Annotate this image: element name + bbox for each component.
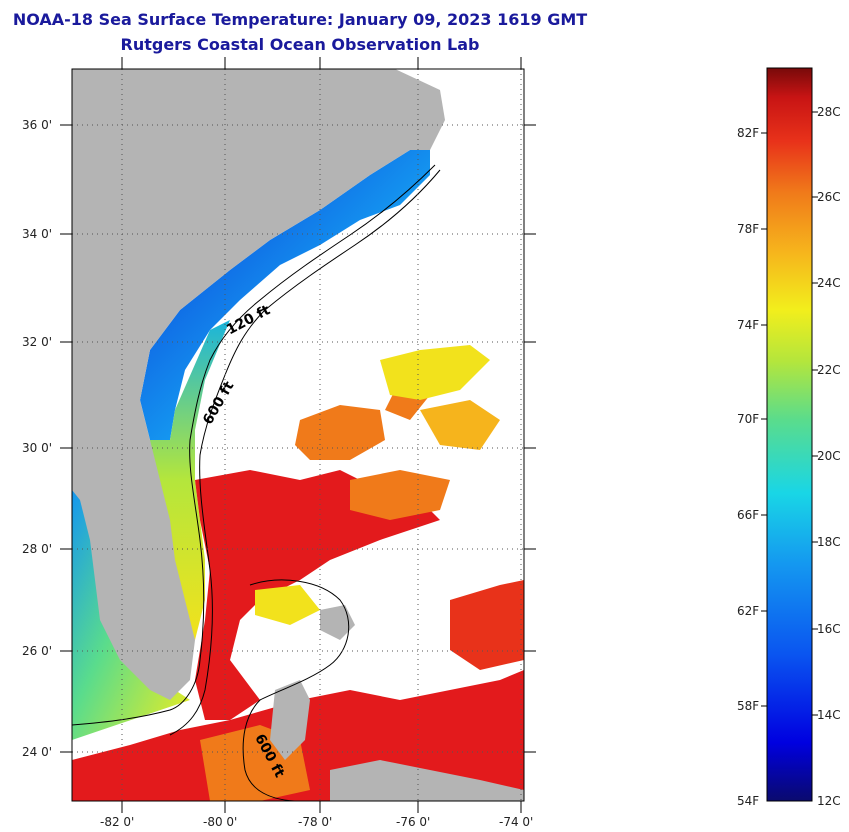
land-bahamas-andros	[270, 680, 310, 760]
gulf-stream	[195, 470, 440, 720]
land-cuba	[330, 760, 524, 801]
map-title: NOAA-18 Sea Surface Temperature: January…	[12, 10, 588, 29]
lat-label-36: 36 0'	[22, 118, 52, 132]
colorbar-c-18: 18C	[817, 535, 841, 549]
lat-label-28: 28 0'	[22, 542, 52, 556]
colorbar-c-16: 16C	[817, 622, 841, 636]
map-imagery	[72, 69, 524, 801]
sst-patch-yellow-3	[255, 585, 320, 625]
colorbar-f-58: 58F	[737, 699, 759, 713]
colorbar-c-20: 20C	[817, 449, 841, 463]
graticule	[72, 69, 524, 801]
colorbar-f-82: 82F	[737, 126, 759, 140]
colorbar-f-62: 62F	[737, 604, 759, 618]
lat-label-26: 26 0'	[22, 644, 52, 658]
colorbar-ticks	[761, 111, 818, 716]
colorbar-f-54: 54F	[737, 794, 759, 808]
plot-frame	[71, 68, 525, 802]
sst-patch-orange-2	[350, 470, 450, 520]
isobath-bahamas	[242, 579, 350, 801]
coastal-cold-band	[140, 150, 430, 440]
colorbar-c-28: 28C	[817, 105, 841, 119]
lat-label-34: 34 0'	[22, 227, 52, 241]
sst-south-warm-east	[450, 580, 524, 670]
colorbar-f-70: 70F	[737, 412, 759, 426]
colorbar-f-74: 74F	[737, 318, 759, 332]
lon-label-76: -76 0'	[396, 815, 430, 829]
lon-label-78: -78 0'	[298, 815, 332, 829]
sst-patch-orange-1	[295, 405, 385, 460]
lat-ticks	[60, 124, 536, 753]
isobath-600ft	[169, 169, 441, 736]
land-us-east-coast	[72, 69, 445, 700]
colorbar-c-26: 26C	[817, 190, 841, 204]
lat-label-24: 24 0'	[22, 745, 52, 759]
lon-ticks	[121, 57, 522, 813]
colorbar-c-24: 24C	[817, 276, 841, 290]
lat-label-30: 30 0'	[22, 441, 52, 455]
gulf-water	[72, 488, 190, 740]
isobath-120ft	[72, 164, 436, 726]
land-bahamas-abaco	[320, 605, 355, 640]
colorbar-f-78: 78F	[737, 222, 759, 236]
sst-patch-yellow-2	[420, 400, 500, 450]
colorbar-c-22: 22C	[817, 363, 841, 377]
isobath-contours	[72, 164, 441, 801]
lon-label-82: -82 0'	[100, 815, 134, 829]
colorbar	[766, 67, 813, 802]
sst-patch-yellow-1	[380, 345, 490, 400]
lat-label-32: 32 0'	[22, 335, 52, 349]
lon-label-74: -74 0'	[499, 815, 533, 829]
colorbar-c-14: 14C	[817, 708, 841, 722]
colorbar-c-12: 12C	[817, 794, 841, 808]
map-subtitle: Rutgers Coastal Ocean Observation Lab	[120, 35, 480, 54]
colorbar-f-66: 66F	[737, 508, 759, 522]
lon-label-80: -80 0'	[203, 815, 237, 829]
